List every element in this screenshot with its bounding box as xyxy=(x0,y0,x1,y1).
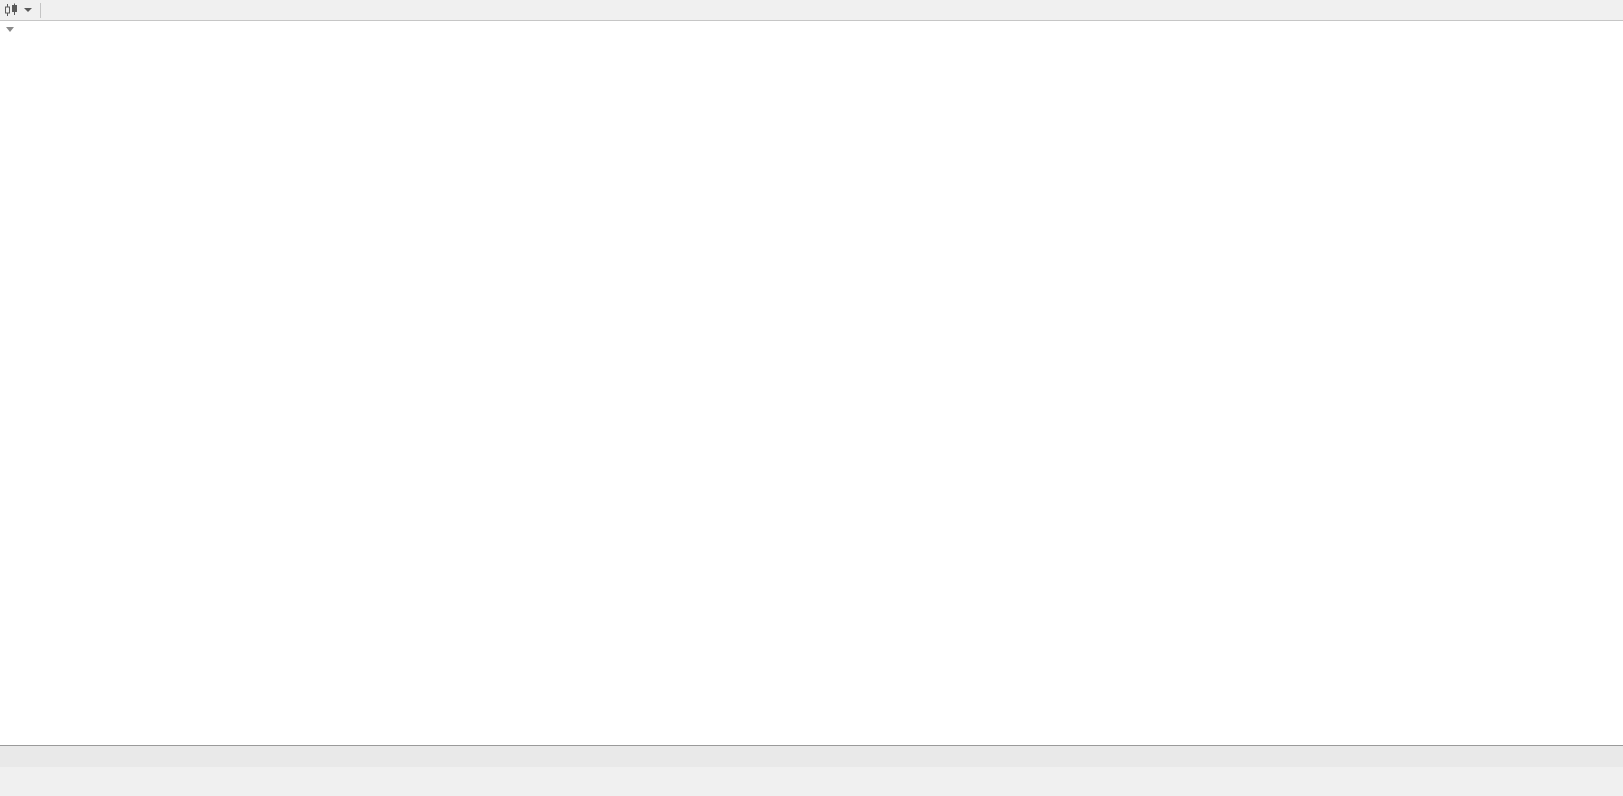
status-bar xyxy=(0,767,1623,796)
price-chart-canvas[interactable] xyxy=(0,21,1623,745)
chart-type-icon[interactable] xyxy=(4,3,19,17)
chart-window xyxy=(0,21,1623,745)
dropdown-caret-icon[interactable] xyxy=(24,8,32,12)
toolbar-separator xyxy=(40,2,41,18)
window-menu-icon[interactable] xyxy=(6,27,14,32)
chart-title xyxy=(6,26,25,32)
chart-tab-bar xyxy=(0,745,1623,767)
top-toolbar xyxy=(0,0,1623,21)
